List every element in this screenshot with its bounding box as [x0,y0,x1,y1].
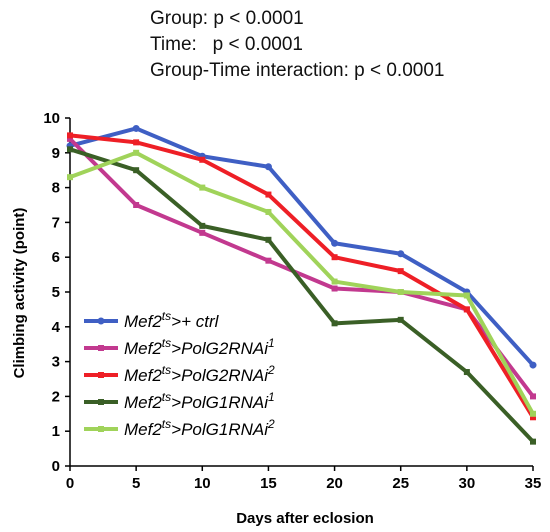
data-point [67,174,73,181]
y-tick-label: 8 [52,180,60,197]
data-point [133,167,140,174]
data-point [530,438,536,445]
data-point [67,132,73,139]
series-line [68,137,535,398]
legend-label: Mef2ts>PolG1RNAi2 [124,417,275,439]
data-point [67,146,73,153]
series-4 [67,146,536,445]
y-tick-label: 10 [43,110,60,127]
x-tick-label: 10 [194,475,211,492]
stats-annotation: Group: p < 0.0001 Time: p < 0.0001 Group… [150,6,444,84]
legend-label: Mef2ts>PolG2RNAi2 [124,363,275,385]
data-point [133,202,140,208]
legend-marker [98,399,104,405]
x-tick-label: 25 [392,475,409,492]
series-layer [66,124,537,445]
y-tick-label: 1 [52,423,60,440]
y-tick-label: 2 [52,388,60,405]
legend-marker [98,426,104,432]
legend-entry-2: Mef2ts>PolG2RNAi1 [84,336,275,358]
data-point [265,257,272,264]
data-point [265,191,272,198]
series-line [69,147,535,444]
legend-entry-3: Mef2ts>PolG2RNAi2 [84,363,275,385]
y-tick-label: 5 [52,284,60,301]
series-line [69,150,535,415]
legend: Mef2ts>+ ctrl Mef2ts>PolG2RNAi1 Mef2ts>Pol… [84,309,275,439]
data-point [331,285,338,292]
data-point [67,135,73,142]
legend-marker [97,317,105,325]
legend-entry-5: Mef2ts>PolG1RNAi2 [84,417,275,439]
data-point [397,250,405,258]
series-3 [67,132,536,421]
data-point [265,208,272,215]
y-tick-label: 4 [52,319,61,336]
data-point [331,254,338,261]
y-tick-label: 7 [52,214,60,231]
y-tick-label: 3 [52,354,60,371]
data-point [530,410,536,417]
data-point [331,278,338,285]
x-tick-label: 0 [66,475,74,492]
data-point [397,316,404,323]
x-tick-label: 5 [132,475,140,492]
data-point [530,414,536,421]
data-point [397,268,404,275]
data-point [397,289,404,295]
data-point [199,222,206,229]
data-point [331,320,338,327]
y-tick-label: 9 [52,145,60,162]
series-5 [67,149,536,417]
legend-marker [98,345,104,351]
x-tick-label: 30 [459,475,476,492]
y-tick-label: 0 [52,458,60,475]
stats-line-group: Group: p < 0.0001 [150,8,304,29]
data-point [463,369,470,376]
legend-marker [98,372,104,378]
x-axis-label: Days after eclosion [236,510,374,527]
x-tick-label: 35 [525,475,542,492]
data-point [331,239,339,247]
legend-entry-1: Mef2ts>+ ctrl [84,309,220,331]
axes: 0 1 2 3 4 5 6 7 8 9 10 0 5 10 15 20 25 30 35 [43,110,541,492]
legend-label: Mef2ts>+ ctrl [124,309,220,331]
data-point [463,292,470,299]
stats-line-time: Time: p < 0.0001 [150,34,303,55]
x-tick-label: 20 [326,475,343,492]
legend-label: Mef2ts>PolG2RNAi1 [124,336,275,358]
legend-entry-4: Mef2ts>PolG1RNAi1 [84,390,275,412]
data-point [530,393,536,400]
data-point [463,306,470,313]
data-point [199,184,206,191]
x-tick-label: 15 [260,475,277,492]
y-tick-label: 6 [52,249,60,266]
data-point [199,229,206,236]
data-point [133,149,140,156]
series-2 [67,135,536,400]
data-point [265,236,272,243]
stats-line-interaction: Group-Time interaction: p < 0.0001 [150,60,445,81]
data-point [133,139,140,146]
data-point [132,124,140,132]
y-axis-label: Climbing activity (point) [11,208,28,379]
data-point [264,163,272,171]
data-point [199,156,206,163]
data-point [529,361,537,369]
series-line [69,126,535,367]
series-line [69,133,535,419]
legend-label: Mef2ts>PolG1RNAi1 [124,390,275,412]
